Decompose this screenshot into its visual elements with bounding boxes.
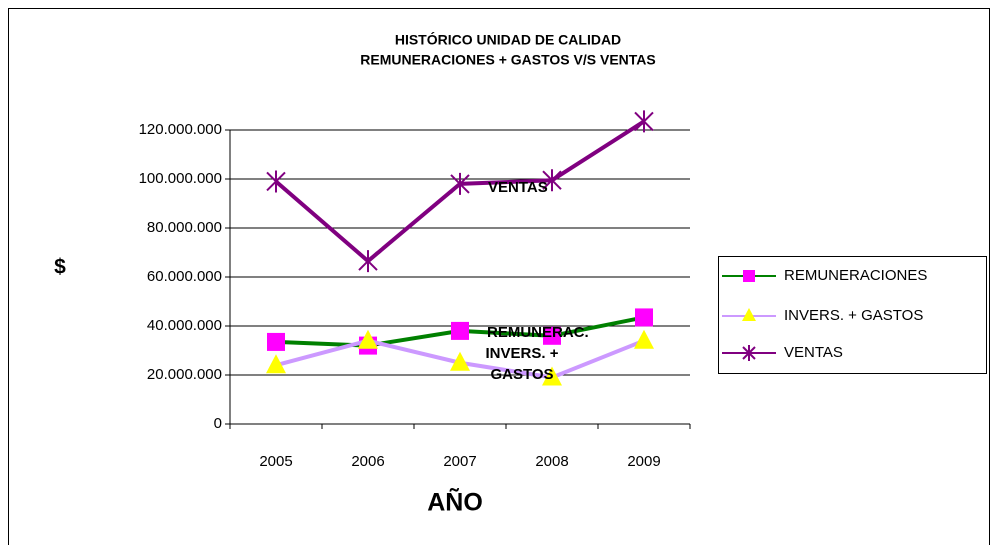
marker [267, 332, 285, 351]
marker [450, 351, 470, 371]
legend-label: INVERS. + GASTOS [784, 307, 923, 324]
y-tick-label: 120.000.000 [139, 121, 222, 138]
marker [543, 326, 561, 345]
marker [266, 170, 286, 193]
x-tick-label: 2008 [535, 453, 568, 470]
y-axis-label: $ [54, 256, 66, 279]
marker [358, 329, 378, 349]
marker [635, 308, 653, 327]
marker [358, 250, 378, 273]
marker [742, 308, 756, 321]
x-tick-label: 2009 [627, 453, 660, 470]
annotation: INVERS. + [486, 345, 559, 362]
marker [451, 321, 469, 340]
marker [743, 270, 755, 282]
x-tick-label: 2006 [351, 453, 384, 470]
y-tick-label: 60.000.000 [147, 268, 222, 285]
y-tick-label: 80.000.000 [147, 219, 222, 236]
annotation: VENTAS [488, 179, 548, 196]
y-tick-label: 100.000.000 [139, 170, 222, 187]
annotation: REMUNERAC. [487, 324, 589, 341]
legend-label: REMUNERACIONES [784, 267, 927, 284]
chart-title: HISTÓRICO UNIDAD DE CALIDAD [395, 31, 621, 48]
x-tick-label: 2005 [259, 453, 292, 470]
annotation: GASTOS [490, 366, 553, 383]
x-axis-label: AÑO [427, 487, 483, 517]
y-tick-label: 0 [214, 415, 222, 432]
x-tick-label: 2007 [443, 453, 476, 470]
marker [266, 354, 286, 374]
marker [450, 172, 470, 195]
y-tick-label: 20.000.000 [147, 366, 222, 383]
marker [742, 345, 756, 361]
marker [542, 366, 562, 386]
marker [634, 110, 654, 133]
legend-label: VENTAS [784, 344, 843, 361]
y-tick-label: 40.000.000 [147, 317, 222, 334]
marker [634, 329, 654, 349]
marker [542, 169, 562, 192]
chart-title: REMUNERACIONES + GASTOS V/S VENTAS [360, 52, 655, 68]
